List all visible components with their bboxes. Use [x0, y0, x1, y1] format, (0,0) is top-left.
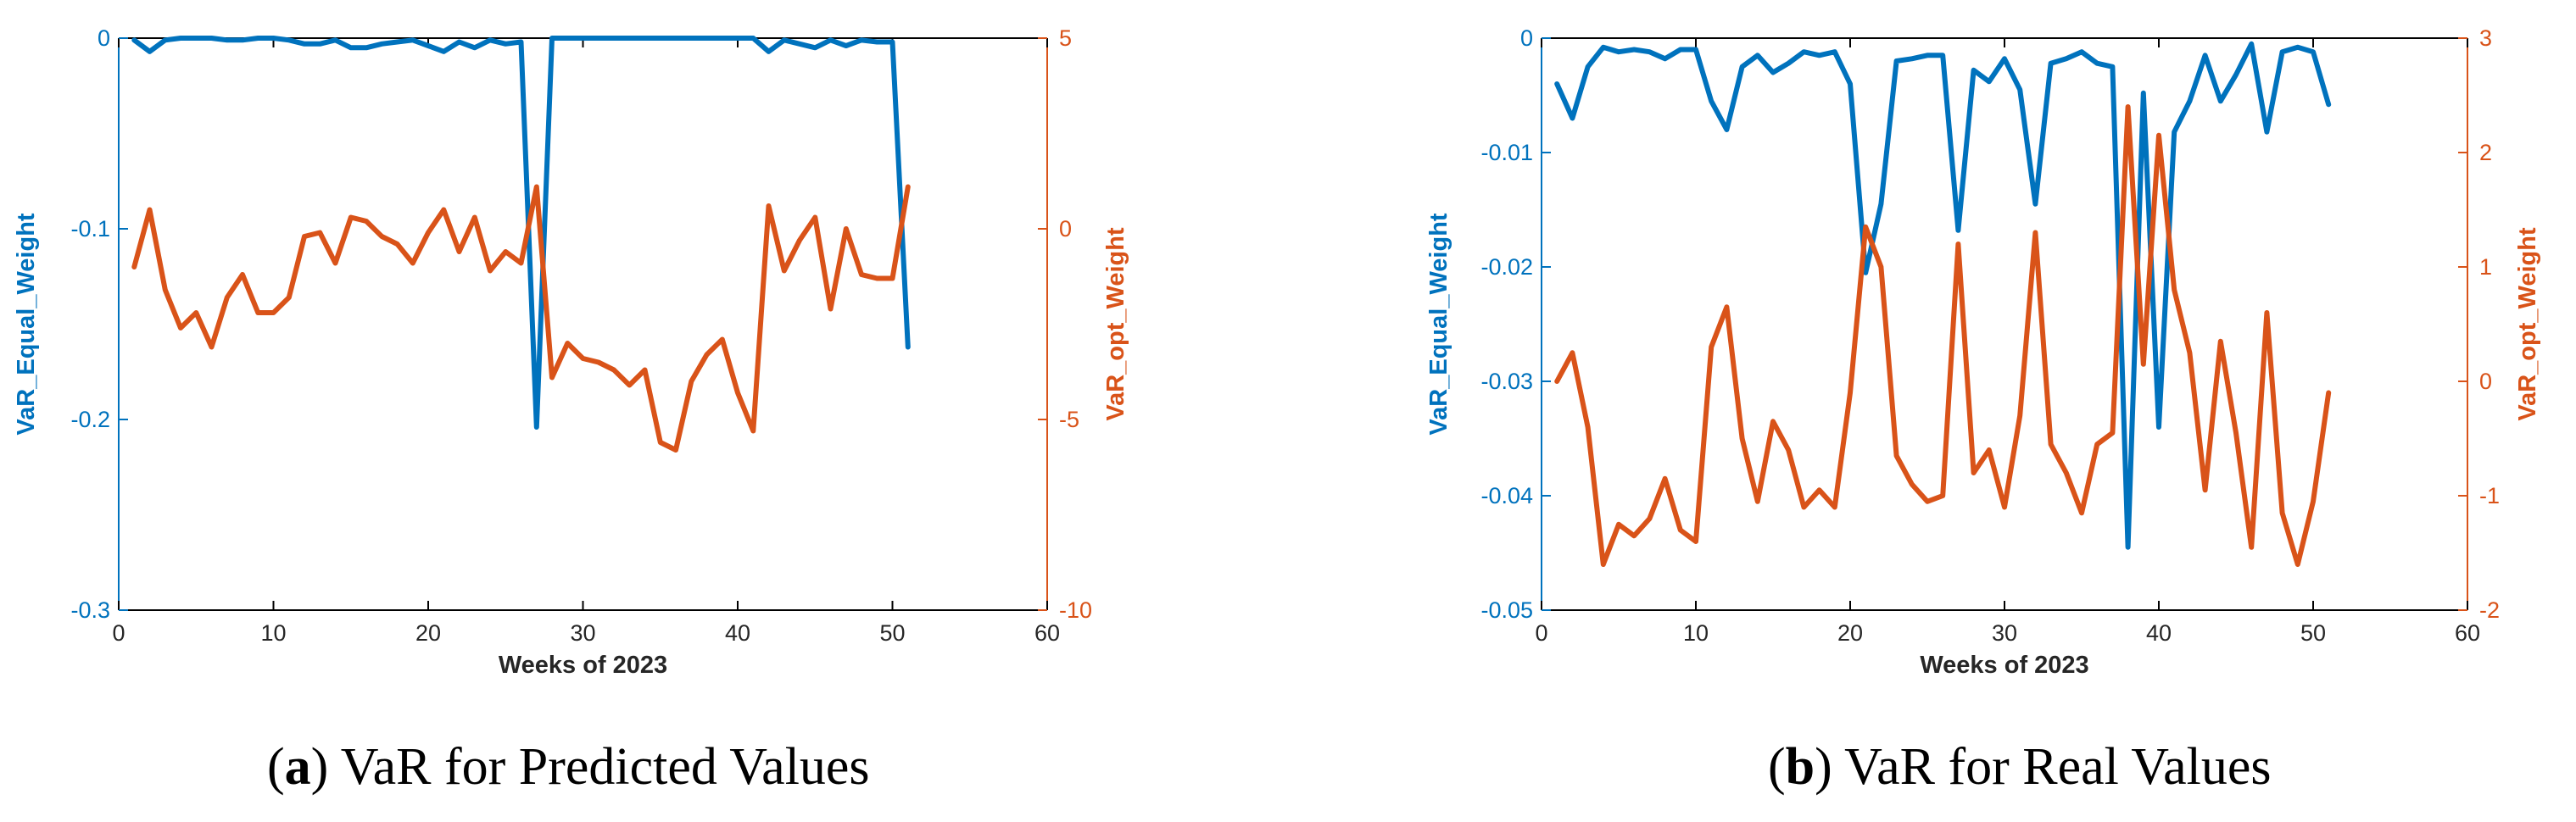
- x-tick-label: 40: [725, 620, 750, 646]
- caption-b: (b) VaR for Real Values: [1768, 738, 2272, 796]
- x-tick-label: 50: [2300, 620, 2326, 646]
- x-tick-label: 50: [879, 620, 905, 646]
- x-tick-label: 20: [1837, 620, 1863, 646]
- y-right-tick-label: -1: [2479, 483, 2500, 508]
- y-left-axis-label: VaR_Equal_Weight: [1425, 213, 1452, 435]
- y-right-tick-label: -10: [1059, 597, 1092, 623]
- caption-b-text: VaR for Real Values: [1844, 738, 2272, 796]
- x-tick-label: 60: [2455, 620, 2480, 646]
- y-right-tick-label: 2: [2479, 140, 2492, 165]
- x-tick-label: 30: [570, 620, 595, 646]
- caption-a-text: VaR for Predicted Values: [340, 738, 870, 796]
- caption-b-letter: b: [1785, 738, 1815, 796]
- x-tick-label: 0: [112, 620, 125, 646]
- y-right-tick-label: 5: [1059, 25, 1072, 51]
- caption-a-letter: a: [284, 738, 311, 796]
- y-left-tick-label: -0.02: [1480, 254, 1533, 280]
- x-tick-label: 30: [1992, 620, 2017, 646]
- x-tick-label: 10: [1683, 620, 1709, 646]
- x-axis-label: Weeks of 2023: [499, 652, 667, 679]
- y-right-axis-label: VaR_opt_Weight: [1102, 227, 1129, 421]
- y-right-tick-label: 0: [1059, 216, 1072, 242]
- x-tick-label: 10: [260, 620, 286, 646]
- y-left-tick-label: -0.01: [1480, 140, 1533, 165]
- y-right-tick-label: -5: [1059, 407, 1079, 432]
- x-axis-label: Weeks of 2023: [1920, 652, 2088, 679]
- y-left-tick-label: -0.2: [70, 407, 110, 432]
- y-left-tick-label: -0.04: [1480, 483, 1533, 508]
- series-line-var-equal-weight: [1554, 41, 2332, 550]
- y-right-tick-label: 3: [2479, 25, 2492, 51]
- x-tick-label: 40: [2146, 620, 2172, 646]
- series-line-var-equal-weight: [131, 36, 911, 430]
- y-right-axis-label: VaR_opt_Weight: [2514, 227, 2541, 421]
- y-left-axis-label: VaR_Equal_Weight: [13, 213, 40, 435]
- chart-real-values: 0 10 20 30 40 50 600-0.01-0.02-0.03-0.04-0.053…: [1425, 25, 2541, 679]
- y-left-tick-label: -0.05: [1480, 597, 1533, 623]
- series-line-var-opt-weight: [1554, 104, 2332, 567]
- y-right-tick-label: 0: [2479, 369, 2492, 394]
- caption-a: (a) VaR for Predicted Values: [267, 738, 870, 796]
- y-left-tick-label: -0.1: [70, 216, 110, 242]
- y-right-tick-label: -2: [2479, 597, 2500, 623]
- y-right-tick-label: 1: [2479, 254, 2492, 280]
- x-tick-label: 60: [1034, 620, 1060, 646]
- series-line-var-opt-weight: [131, 184, 911, 453]
- y-left-tick-label: 0: [98, 25, 110, 51]
- y-left-tick-label: 0: [1520, 25, 1533, 51]
- y-left-tick-label: -0.3: [70, 597, 110, 623]
- x-tick-label: 20: [415, 620, 441, 646]
- y-left-tick-label: -0.03: [1480, 369, 1533, 394]
- x-tick-label: 0: [1535, 620, 1547, 646]
